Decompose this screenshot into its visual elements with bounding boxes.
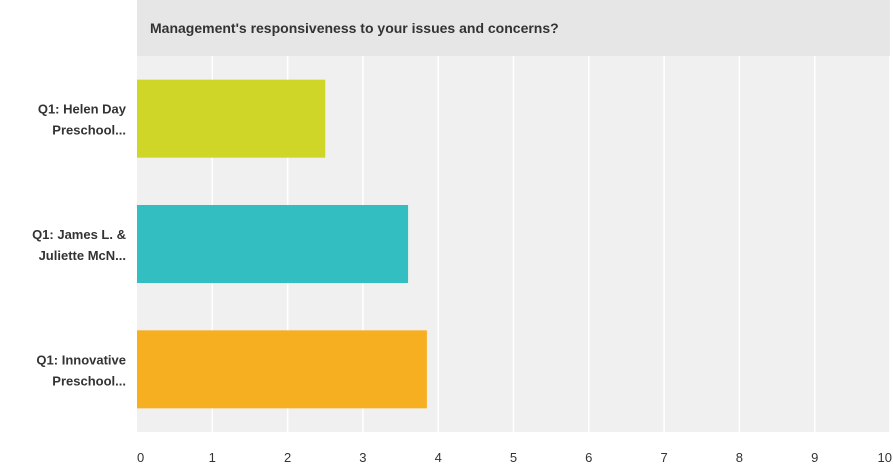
x-axis-tick-labels: 0 1 2 3 4 5 6 7 8 9 10 <box>137 450 892 465</box>
category-label-line: Q1: James L. & <box>32 227 126 242</box>
category-label-line: Q1: Innovative <box>36 352 126 367</box>
x-tick-label-6: 6 <box>585 450 592 465</box>
category-label-line: Juliette McN... <box>39 248 126 263</box>
x-tick-label-7: 7 <box>660 450 667 465</box>
x-tick-label-10: 10 <box>878 450 892 465</box>
category-label-1: Q1: Helen Day Preschool... <box>38 102 127 138</box>
category-label-3: Q1: Innovative Preschool... <box>36 352 126 388</box>
category-label-line: Preschool... <box>52 373 126 388</box>
x-tick-label-5: 5 <box>510 450 517 465</box>
bar-3 <box>137 330 427 409</box>
x-tick-label-2: 2 <box>284 450 291 465</box>
category-label-line: Q1: Helen Day <box>38 102 127 117</box>
chart-title: Management's responsiveness to your issu… <box>150 20 559 36</box>
x-tick-label-4: 4 <box>435 450 442 465</box>
x-tick-label-8: 8 <box>736 450 743 465</box>
category-label-2: Q1: James L. & Juliette McN... <box>32 227 126 263</box>
x-tick-label-3: 3 <box>359 450 366 465</box>
category-label-line: Preschool... <box>52 123 126 138</box>
x-tick-label-9: 9 <box>811 450 818 465</box>
title-band <box>137 0 890 56</box>
bar-1 <box>137 79 326 158</box>
x-tick-label-1: 1 <box>209 450 216 465</box>
category-labels: Q1: Helen Day Preschool... Q1: James L. & J… <box>32 102 127 389</box>
x-tick-label-0: 0 <box>137 450 144 465</box>
bars <box>137 79 427 409</box>
bar-2 <box>137 205 409 283</box>
